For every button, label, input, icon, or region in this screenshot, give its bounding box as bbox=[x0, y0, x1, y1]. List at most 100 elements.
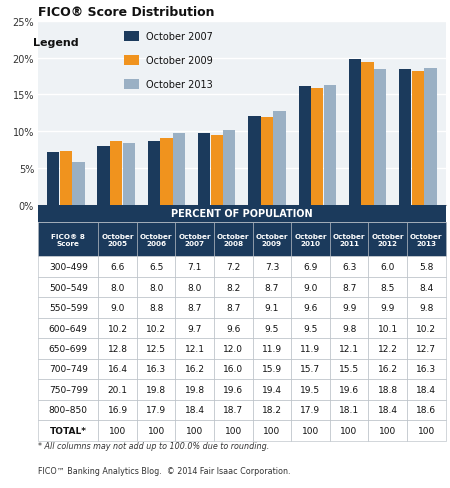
Bar bbox=[412, 72, 424, 205]
Bar bbox=[252, 379, 291, 400]
Text: 8.0: 8.0 bbox=[110, 283, 125, 292]
Text: 12.1: 12.1 bbox=[185, 344, 205, 353]
Text: 18.8: 18.8 bbox=[378, 385, 398, 394]
Text: 800–850: 800–850 bbox=[49, 406, 88, 414]
Text: 100: 100 bbox=[263, 426, 280, 435]
Bar bbox=[291, 318, 330, 339]
Text: 9.7: 9.7 bbox=[188, 324, 202, 333]
Bar bbox=[137, 420, 176, 441]
Bar bbox=[137, 400, 176, 420]
Bar bbox=[148, 142, 160, 205]
Text: 9.5: 9.5 bbox=[265, 324, 279, 333]
Bar bbox=[124, 56, 140, 66]
Text: 18.1: 18.1 bbox=[339, 406, 359, 414]
Bar bbox=[252, 257, 291, 277]
Bar bbox=[361, 63, 374, 205]
Text: 19.6: 19.6 bbox=[223, 385, 243, 394]
Bar bbox=[124, 32, 140, 42]
Text: 700–749: 700–749 bbox=[49, 365, 88, 374]
Bar bbox=[176, 318, 214, 339]
Text: October
2006: October 2006 bbox=[140, 233, 172, 246]
Bar bbox=[223, 130, 235, 205]
Text: 6.3: 6.3 bbox=[342, 263, 356, 272]
Text: 9.0: 9.0 bbox=[110, 304, 125, 312]
Bar bbox=[38, 205, 446, 223]
Text: 16.2: 16.2 bbox=[185, 365, 205, 374]
Bar bbox=[176, 420, 214, 441]
Bar bbox=[291, 420, 330, 441]
Text: 16.2: 16.2 bbox=[378, 365, 398, 374]
Bar bbox=[330, 257, 369, 277]
Text: 16.3: 16.3 bbox=[146, 365, 166, 374]
Text: 8.7: 8.7 bbox=[265, 283, 279, 292]
Bar bbox=[407, 420, 446, 441]
Text: 100: 100 bbox=[109, 426, 126, 435]
Bar bbox=[137, 257, 176, 277]
Text: 100: 100 bbox=[225, 426, 242, 435]
Bar bbox=[38, 223, 99, 257]
Text: 500–549: 500–549 bbox=[49, 283, 88, 292]
Bar bbox=[407, 339, 446, 359]
Bar bbox=[407, 359, 446, 379]
Text: 8.8: 8.8 bbox=[149, 304, 163, 312]
Bar bbox=[291, 298, 330, 318]
Bar bbox=[214, 298, 252, 318]
Text: 12.1: 12.1 bbox=[339, 344, 359, 353]
Bar bbox=[176, 339, 214, 359]
Bar bbox=[369, 277, 407, 298]
Text: October
2009: October 2009 bbox=[256, 233, 288, 246]
Text: 15.7: 15.7 bbox=[301, 365, 320, 374]
Text: October 2009: October 2009 bbox=[145, 56, 212, 66]
Bar bbox=[60, 152, 72, 205]
Bar bbox=[214, 400, 252, 420]
Text: 19.6: 19.6 bbox=[339, 385, 359, 394]
Bar bbox=[291, 257, 330, 277]
Bar bbox=[99, 420, 137, 441]
Text: 8.0: 8.0 bbox=[149, 283, 163, 292]
Bar bbox=[38, 420, 99, 441]
Text: 9.0: 9.0 bbox=[303, 283, 318, 292]
Bar bbox=[176, 223, 214, 257]
Text: 7.3: 7.3 bbox=[265, 263, 279, 272]
Bar bbox=[252, 359, 291, 379]
Text: 300–499: 300–499 bbox=[49, 263, 88, 272]
Bar bbox=[38, 359, 99, 379]
Text: 8.0: 8.0 bbox=[188, 283, 202, 292]
Bar bbox=[407, 223, 446, 257]
Text: 12.8: 12.8 bbox=[108, 344, 128, 353]
Text: 600–649: 600–649 bbox=[49, 324, 88, 333]
Bar bbox=[47, 153, 59, 205]
Text: October 2013: October 2013 bbox=[145, 80, 212, 90]
Text: 18.4: 18.4 bbox=[416, 385, 436, 394]
Text: 8.7: 8.7 bbox=[342, 283, 356, 292]
Text: 16.3: 16.3 bbox=[416, 365, 436, 374]
Bar bbox=[99, 257, 137, 277]
Bar bbox=[176, 298, 214, 318]
Bar bbox=[99, 277, 137, 298]
Bar bbox=[330, 277, 369, 298]
Text: 9.5: 9.5 bbox=[303, 324, 318, 333]
Bar bbox=[407, 379, 446, 400]
Text: 11.9: 11.9 bbox=[262, 344, 282, 353]
Bar bbox=[369, 339, 407, 359]
Bar bbox=[137, 379, 176, 400]
Text: FICO™ Banking Analytics Blog.  © 2014 Fair Isaac Corporation.: FICO™ Banking Analytics Blog. © 2014 Fai… bbox=[38, 466, 291, 475]
Text: 11.9: 11.9 bbox=[301, 344, 320, 353]
Text: 8.5: 8.5 bbox=[380, 283, 395, 292]
Bar bbox=[374, 70, 386, 205]
Text: 5.8: 5.8 bbox=[419, 263, 433, 272]
Text: 9.1: 9.1 bbox=[265, 304, 279, 312]
Text: PERCENT OF POPULATION: PERCENT OF POPULATION bbox=[171, 209, 313, 219]
Bar bbox=[369, 298, 407, 318]
Text: October
2010: October 2010 bbox=[294, 233, 327, 246]
Bar bbox=[38, 277, 99, 298]
Text: 6.0: 6.0 bbox=[380, 263, 395, 272]
Bar bbox=[349, 60, 361, 205]
Bar bbox=[369, 379, 407, 400]
Text: 17.9: 17.9 bbox=[301, 406, 320, 414]
Bar bbox=[137, 223, 176, 257]
Bar bbox=[291, 379, 330, 400]
Text: 100: 100 bbox=[418, 426, 435, 435]
Bar bbox=[407, 400, 446, 420]
Text: * All columns may not add up to 100.0% due to rounding.: * All columns may not add up to 100.0% d… bbox=[38, 441, 270, 449]
